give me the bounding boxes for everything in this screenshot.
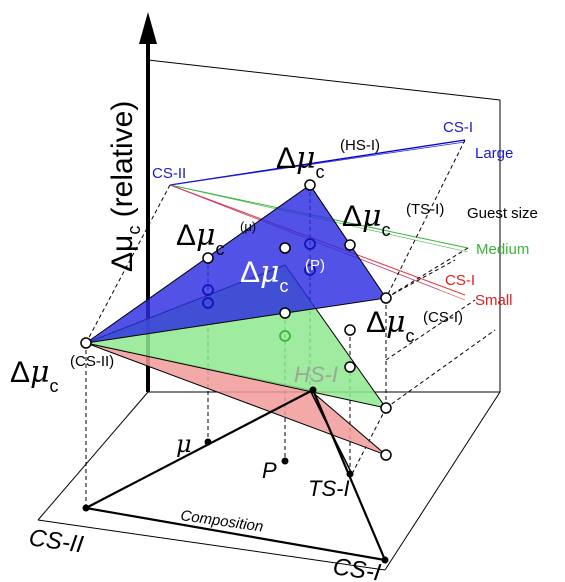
p-point-mid (279, 307, 291, 319)
cs1-large-label: CS-I (443, 119, 473, 136)
cs2-point (80, 337, 92, 349)
ts1-point-blue (344, 239, 356, 251)
svg-text:Δμc: Δμc (176, 218, 225, 259)
ts1-floor-point (346, 470, 354, 478)
colored-markers (202, 238, 316, 342)
delta-mu-ts1-label: Δμc (TS-I) (342, 199, 444, 240)
svg-text:Δμc: Δμc (10, 355, 59, 396)
mu-floor-point (204, 438, 212, 446)
medium-label: Medium (476, 241, 529, 258)
svg-text:(μ): (μ) (240, 219, 256, 234)
mu-point-blue (202, 284, 214, 296)
delta-mu-p-label: Δμc (P) (240, 255, 325, 296)
svg-text:(P): (P) (305, 257, 325, 274)
p-composition-label: P (262, 458, 277, 483)
ts1-point-green (344, 324, 356, 336)
hs1-point-mid (304, 238, 316, 250)
cs1-point-green (380, 402, 392, 414)
svg-text:Δμc: Δμc (240, 255, 289, 296)
cs1-point-red (380, 449, 392, 461)
floor-points (82, 386, 389, 564)
svg-text:Δμc: Δμc (342, 199, 391, 240)
svg-text:(CS-I): (CS-I) (423, 309, 463, 326)
large-label: Large (475, 145, 513, 162)
svg-text:(HS-I): (HS-I) (340, 137, 380, 154)
p-point-top (279, 242, 291, 254)
hs1-point-blue (304, 179, 316, 191)
cs2-line-label: CS-II (152, 165, 186, 182)
cs1-floor-point (381, 556, 389, 564)
mu-point-top (202, 252, 214, 264)
cs2-composition-label: CS-II (27, 524, 85, 558)
y-axis-label: Δμc (relative) (106, 101, 144, 272)
delta-mu-cs1-label: Δμc (CS-I) (366, 305, 463, 346)
svg-text:(CS-II): (CS-II) (70, 353, 114, 370)
hs1-floor-point (309, 386, 317, 394)
svg-text:Δμc (relative): Δμc (relative) (106, 101, 144, 272)
ts1-composition-label: TS-I (308, 476, 350, 501)
small-label: Small (475, 292, 513, 309)
cs1-point-blue (380, 292, 392, 304)
mu-composition-label: μ (176, 430, 192, 458)
guest-size-label: Guest size (467, 205, 538, 222)
hs1-composition-label: HS-I (294, 362, 338, 387)
delta-mu-mu-label: Δμc (μ) (176, 218, 256, 259)
plane-markers (80, 179, 392, 461)
base-plane (37, 391, 501, 571)
p-floor-point (281, 457, 289, 465)
delta-mu-hs1-label: Δμc (HS-I) (276, 137, 380, 182)
svg-text:Δμc: Δμc (366, 305, 415, 346)
ts1-point-red (344, 361, 356, 373)
delta-mu-cs2-label: Δμc (CS-II) (10, 353, 114, 396)
cs1-composition-label: CS-I (331, 553, 383, 582)
p-point-green (279, 330, 291, 342)
svg-text:(TS-I): (TS-I) (406, 201, 444, 218)
svg-text:Δμc: Δμc (276, 141, 325, 182)
cs1-small-label: CS-I (445, 272, 475, 289)
cs2-floor-point (82, 504, 90, 512)
